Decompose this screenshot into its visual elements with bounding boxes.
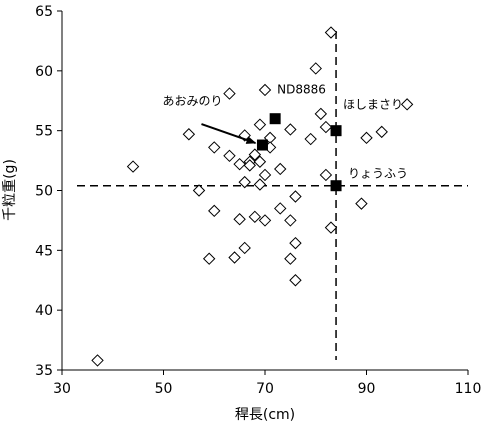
diamond-point	[238, 241, 251, 255]
diamond-point	[253, 118, 267, 131]
square-point	[269, 113, 281, 125]
diamond-point	[258, 83, 272, 97]
diamond-point	[284, 214, 297, 227]
diamond-point	[284, 252, 297, 265]
point-label: ほしまさり	[343, 98, 403, 112]
diamond-point	[309, 62, 322, 75]
diamond-point	[319, 168, 333, 182]
diamond-point	[253, 155, 267, 168]
diamond-point	[223, 149, 236, 163]
diamond-point	[182, 128, 196, 141]
axes: 35 40 45 50 55 60 65 30 50 70 90 110	[35, 4, 481, 397]
y-axis-label: 千粒重(g)	[2, 159, 18, 221]
x-tick-label: 90	[358, 381, 376, 397]
reference-lines	[77, 31, 468, 360]
square-point	[330, 125, 342, 137]
diamond-point	[208, 204, 221, 218]
point-label: りょうふう	[348, 167, 408, 181]
diamond-point	[228, 251, 241, 264]
diamond-point	[243, 159, 256, 172]
square-point	[330, 180, 342, 192]
square-point	[256, 139, 268, 151]
diamond-point	[289, 274, 302, 287]
y-tick-label: 35	[35, 363, 53, 379]
diamond-point	[126, 160, 140, 173]
diamond-point	[248, 148, 262, 161]
x-tick-label: 110	[455, 381, 482, 397]
diamond-point	[324, 221, 338, 234]
diamond-point	[375, 125, 388, 139]
diamond-point	[284, 123, 297, 136]
x-tick-label: 70	[256, 381, 274, 397]
diamond-point	[289, 236, 302, 250]
point-label: あおみのり	[162, 94, 222, 108]
x-axis-label: 稈長(cm)	[235, 407, 295, 423]
diamond-point	[400, 98, 414, 111]
diamond-point	[248, 210, 262, 224]
x-tick-label: 30	[53, 381, 71, 397]
diamond-point	[202, 252, 216, 265]
diamond-point	[91, 354, 104, 367]
diamond-point	[208, 141, 221, 154]
diamond-point	[319, 120, 333, 134]
y-tick-label: 50	[35, 184, 53, 200]
diamond-point	[360, 131, 373, 145]
y-tick-label: 40	[35, 303, 53, 319]
annotation-arrow	[201, 123, 257, 144]
data-points	[91, 26, 414, 367]
diamond-point	[355, 197, 368, 210]
diamond-point	[274, 202, 287, 215]
diamond-point	[304, 132, 317, 146]
y-tick-label: 45	[35, 243, 53, 259]
diamond-point	[289, 190, 302, 203]
diamond-point	[253, 178, 267, 191]
diamond-point	[233, 213, 246, 226]
x-tick-label: 50	[155, 381, 173, 397]
diamond-point	[324, 26, 338, 39]
diamond-point	[238, 175, 251, 189]
diamond-point	[192, 184, 206, 197]
y-tick-label: 60	[35, 64, 53, 80]
diamond-point	[314, 107, 328, 121]
diamond-point	[258, 214, 272, 227]
diamond-point	[258, 168, 272, 182]
point-label: ND8886	[277, 83, 326, 97]
diamond-point	[223, 87, 236, 100]
y-tick-label: 65	[35, 4, 53, 20]
diamond-point	[233, 157, 246, 171]
diamond-point	[274, 162, 287, 176]
y-tick-label: 55	[35, 124, 53, 140]
